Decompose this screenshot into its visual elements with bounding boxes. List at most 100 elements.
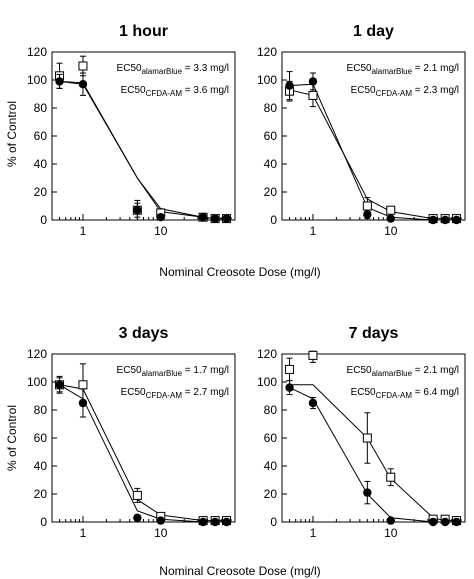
x-tick-label: 1 (310, 526, 317, 540)
x-tick-label: 1 (80, 526, 87, 540)
plot-frame (51, 51, 236, 221)
data-point-circle (285, 81, 294, 90)
ec50-annotation: EC50alamarBlue = 3.3 mg/l (117, 63, 229, 76)
data-point-circle (156, 213, 165, 222)
panel-4: 7 days 0 20 40 60 80 100 120 1 10 EC50alamarBlue =… (257, 325, 466, 540)
y-tick-label: 120 (27, 45, 47, 59)
data-point-circle (452, 517, 461, 527)
y-tick-label: 40 (264, 157, 278, 171)
y-axis-label-top: % of Control (5, 101, 19, 167)
data-point-circle (133, 206, 142, 215)
x-tick-label: 10 (384, 526, 398, 540)
data-point-circle (78, 80, 88, 89)
data-point-circle (363, 488, 372, 497)
y-tick-label: 80 (34, 403, 48, 417)
y-tick-label: 20 (264, 185, 278, 199)
y-tick-label: 60 (34, 431, 48, 445)
data-point-circle (440, 215, 450, 225)
data-point-circle (55, 77, 64, 86)
data-point-square (132, 490, 142, 500)
data-point-square (308, 350, 318, 360)
plot-frame (281, 353, 466, 523)
plot-frame (281, 51, 466, 221)
data-point-square (386, 205, 396, 215)
y-tick-label: 40 (34, 459, 48, 473)
data-point-circle (452, 215, 461, 225)
y-tick-label: 100 (27, 375, 47, 389)
data-point-circle (78, 398, 88, 408)
x-tick-label: 10 (154, 526, 168, 540)
y-tick-label: 0 (40, 515, 47, 529)
panel-title: 3 days (119, 325, 169, 342)
x-tick-label: 10 (384, 224, 398, 238)
data-point-circle (363, 210, 372, 219)
x-axis-label-bottom: Nominal Creosote Dose (mg/l) (159, 564, 320, 578)
data-point-circle (285, 383, 294, 392)
data-point-square (78, 380, 88, 390)
data-point-square (308, 90, 318, 100)
ec50-annotation: EC50alamarBlue = 2.1 mg/l (347, 365, 459, 378)
y-tick-label: 60 (34, 129, 48, 143)
data-point-circle (386, 214, 395, 223)
panel-title: 1 day (353, 23, 394, 40)
data-point-circle (308, 77, 318, 86)
data-point-circle (210, 517, 220, 527)
data-point-circle (440, 517, 450, 527)
data-point-circle (428, 517, 438, 527)
y-tick-label: 120 (257, 45, 277, 59)
y-tick-label: 80 (264, 101, 278, 115)
y-tick-label: 40 (34, 157, 48, 171)
y-axis-label-bottom: % of Control (5, 405, 19, 471)
data-point-circle (386, 516, 395, 525)
y-tick-label: 60 (264, 129, 278, 143)
y-tick-label: 0 (270, 213, 277, 227)
data-point-square (362, 201, 372, 211)
ec50-annotation: EC50CFDA-AM = 3.6 mg/l (121, 85, 229, 98)
fit-curve-2 (289, 83, 457, 221)
y-tick-label: 100 (257, 375, 277, 389)
y-tick-label: 20 (264, 487, 278, 501)
data-point-square (386, 472, 396, 482)
data-point-circle (198, 517, 208, 527)
x-axis-label-top: Nominal Creosote Dose (mg/l) (159, 265, 320, 279)
y-tick-label: 80 (264, 403, 278, 417)
fit-curve-1 (289, 89, 457, 220)
y-tick-label: 20 (34, 487, 48, 501)
data-point-square (362, 433, 372, 443)
fit-curve-2 (59, 80, 227, 220)
panel-3: 3 days 0 20 40 60 80 100 120 1 10 EC50alamarBlue =… (27, 325, 236, 540)
y-tick-label: 0 (40, 213, 47, 227)
x-tick-label: 10 (154, 224, 168, 238)
data-point-square (78, 61, 88, 71)
y-tick-label: 100 (257, 73, 277, 87)
y-tick-label: 120 (27, 347, 47, 361)
y-tick-label: 60 (264, 431, 278, 445)
ec50-annotation: EC50CFDA-AM = 2.3 mg/l (351, 85, 459, 98)
fit-curve-2 (289, 387, 457, 523)
ec50-annotation: EC50CFDA-AM = 2.7 mg/l (121, 387, 229, 400)
plot-frame (51, 353, 236, 523)
data-point-circle (308, 398, 318, 408)
panel-1: 1 hour 0 20 40 60 80 100 120 1 10 EC50alamarBlue =… (27, 23, 236, 238)
panel-2: 1 day 0 20 40 60 80 100 120 1 10 EC50alamarBlue = … (257, 23, 466, 238)
y-tick-label: 80 (34, 101, 48, 115)
data-point-circle (156, 516, 165, 525)
ec50-annotation: EC50alamarBlue = 2.1 mg/l (347, 63, 459, 76)
y-tick-label: 120 (257, 347, 277, 361)
data-point-circle (428, 215, 438, 225)
ec50-annotation: EC50alamarBlue = 1.7 mg/l (117, 365, 229, 378)
x-tick-label: 1 (80, 224, 87, 238)
y-tick-label: 0 (270, 515, 277, 529)
data-point-square (285, 364, 295, 374)
y-tick-label: 20 (34, 185, 48, 199)
data-point-circle (222, 214, 231, 223)
x-tick-label: 1 (310, 224, 317, 238)
y-tick-label: 100 (27, 73, 47, 87)
ec50-annotation: EC50CFDA-AM = 6.4 mg/l (351, 387, 459, 400)
panel-title: 7 days (349, 325, 399, 342)
data-point-circle (198, 213, 208, 222)
y-tick-label: 40 (264, 459, 278, 473)
panel-title: 1 hour (119, 23, 168, 40)
data-point-circle (210, 214, 220, 223)
